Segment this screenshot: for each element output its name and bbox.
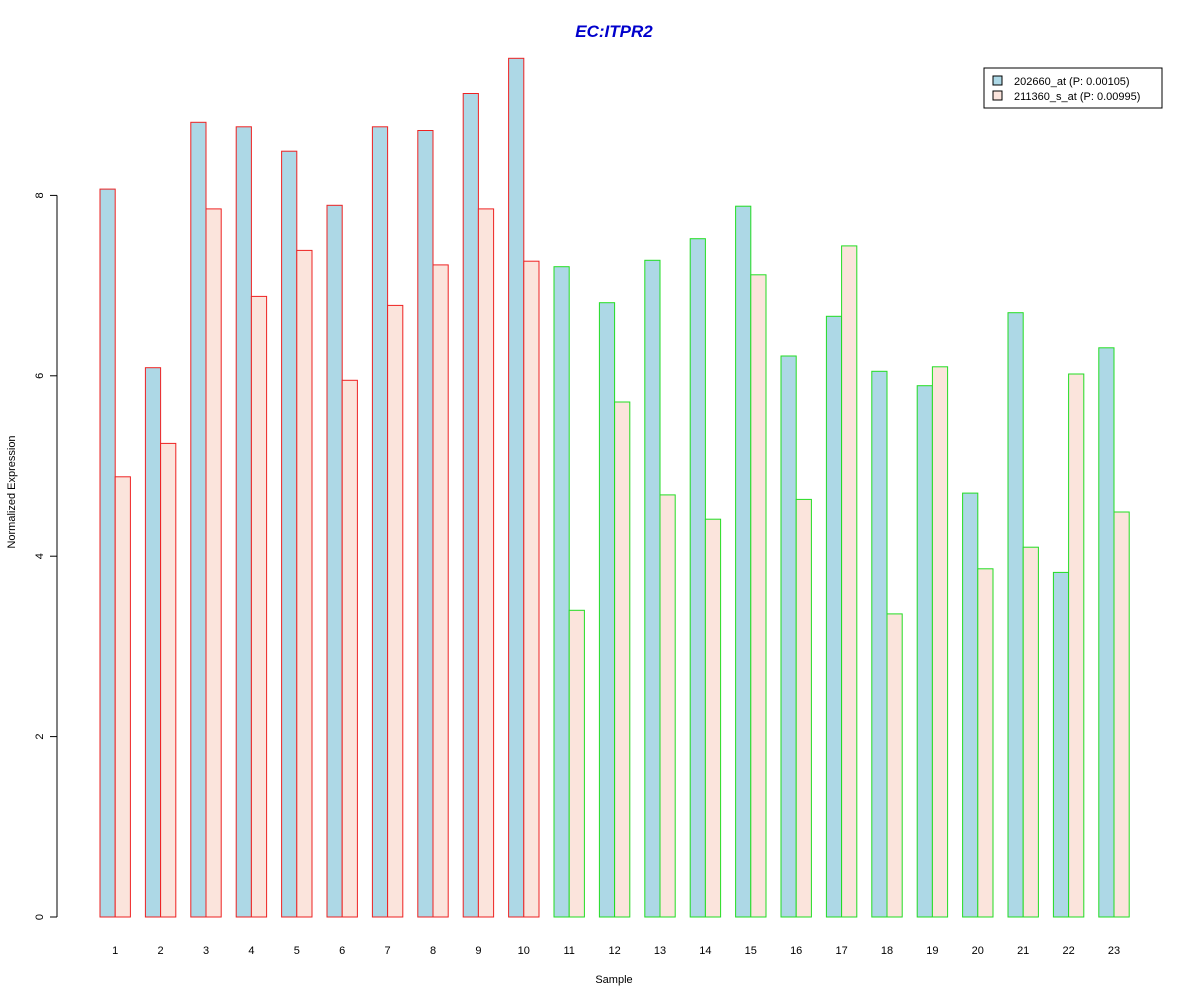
bar-sample-14-series-2	[704, 518, 722, 918]
bar-sample-5-series-2	[296, 249, 313, 918]
bar-sample-7-series-1	[371, 126, 389, 918]
bar-sample-13-series-2	[659, 494, 676, 918]
bar-sample-20-series-1	[962, 492, 979, 918]
x-tick-label-1: 1	[112, 945, 118, 957]
bar-sample-3-series-2	[205, 208, 222, 918]
y-tick-label: 4	[34, 553, 46, 559]
bar-sample-8-series-1	[417, 130, 434, 918]
bar-sample-18-series-1	[871, 370, 888, 918]
bar-sample-6-series-2	[341, 379, 358, 918]
legend-swatch-211360-s-at	[992, 90, 1003, 101]
x-tick-label-23: 23	[1108, 945, 1120, 957]
bar-sample-5-series-1	[281, 150, 298, 918]
x-tick-label-12: 12	[608, 945, 620, 957]
bar-sample-3-series-1	[190, 121, 207, 918]
bar-sample-7-series-2	[387, 304, 404, 918]
legend-label-211360-s-at: 211360_s_at (P: 0.00995)	[1014, 91, 1140, 103]
bars-group	[99, 57, 1130, 918]
x-tick-label-7: 7	[385, 945, 391, 957]
x-tick-label-14: 14	[699, 945, 711, 957]
bar-sample-13-series-1	[644, 259, 661, 918]
bar-sample-16-series-1	[780, 355, 797, 918]
x-tick-label-5: 5	[294, 945, 300, 957]
legend-box	[983, 67, 1163, 109]
bar-sample-1-series-2	[114, 476, 131, 918]
y-tick-label: 2	[34, 734, 46, 740]
x-tick-label-16: 16	[790, 945, 802, 957]
bar-sample-18-series-2	[886, 613, 903, 918]
bar-sample-21-series-2	[1022, 546, 1039, 918]
x-tick-label-17: 17	[835, 945, 847, 957]
x-tick-label-6: 6	[339, 945, 345, 957]
x-tick-labels: 1 2 3 4 5 6 7 8 9 10 11 12 13 14 15 16 17 18 19 20 21 22 23	[112, 945, 1120, 957]
legend: 202660_at (P: 0.00105) 211360_s_at (P: 0…	[983, 67, 1163, 109]
bar-sample-21-series-1	[1007, 312, 1024, 918]
x-tick-label-10: 10	[518, 945, 530, 957]
x-tick-label-4: 4	[248, 945, 254, 957]
bar-sample-9-series-1	[462, 93, 479, 918]
bar-sample-16-series-2	[795, 498, 812, 918]
bar-sample-23-series-2	[1113, 511, 1130, 918]
chart-title: EC:ITPR2	[575, 22, 653, 41]
bar-sample-9-series-2	[477, 208, 495, 918]
bar-sample-22-series-1	[1052, 571, 1070, 918]
bar-sample-10-series-1	[508, 57, 525, 918]
bar-sample-4-series-2	[250, 295, 268, 918]
y-axis: 0 2 4 6 8	[34, 192, 58, 920]
legend-swatch-202660-at	[992, 75, 1003, 86]
x-tick-label-11: 11	[563, 945, 574, 957]
y-tick-label: 6	[34, 373, 46, 379]
bar-sample-22-series-2	[1068, 373, 1085, 918]
bar-sample-15-series-1	[735, 205, 752, 918]
bar-sample-20-series-2	[977, 568, 994, 918]
bar-sample-14-series-1	[689, 238, 706, 918]
bar-sample-11-series-2	[568, 609, 585, 918]
y-tick-label: 8	[34, 192, 46, 198]
bar-sample-23-series-1	[1098, 347, 1115, 918]
bar-sample-2-series-1	[144, 367, 162, 918]
y-tick-label: 0	[34, 914, 46, 920]
x-tick-label-19: 19	[926, 945, 938, 957]
bar-sample-15-series-2	[750, 274, 767, 918]
x-axis-label: Sample	[595, 974, 632, 986]
bar-sample-8-series-2	[432, 264, 449, 918]
bar-sample-4-series-1	[235, 126, 252, 918]
bar-sample-19-series-2	[931, 366, 949, 918]
bar-sample-2-series-2	[160, 442, 177, 918]
bar-sample-17-series-1	[825, 315, 843, 918]
x-tick-label-18: 18	[881, 945, 893, 957]
bar-sample-6-series-1	[326, 204, 343, 918]
bar-sample-11-series-1	[553, 266, 570, 918]
x-tick-label-13: 13	[654, 945, 666, 957]
bar-sample-12-series-1	[598, 302, 616, 918]
bar-sample-17-series-2	[841, 245, 858, 918]
x-tick-label-20: 20	[972, 945, 984, 957]
bar-sample-12-series-2	[614, 401, 631, 918]
x-tick-label-3: 3	[203, 945, 209, 957]
x-tick-label-22: 22	[1062, 945, 1074, 957]
x-tick-label-8: 8	[430, 945, 436, 957]
x-tick-label-2: 2	[158, 945, 164, 957]
x-tick-label-21: 21	[1017, 945, 1029, 957]
x-tick-label-15: 15	[745, 945, 757, 957]
bar-sample-19-series-1	[916, 385, 933, 918]
bar-sample-10-series-2	[523, 260, 540, 918]
x-tick-label-9: 9	[475, 945, 481, 957]
bar-sample-1-series-1	[99, 188, 116, 918]
y-axis-label: Normalized Expression	[6, 435, 18, 548]
legend-label-202660-at: 202660_at (P: 0.00105)	[1014, 76, 1130, 88]
